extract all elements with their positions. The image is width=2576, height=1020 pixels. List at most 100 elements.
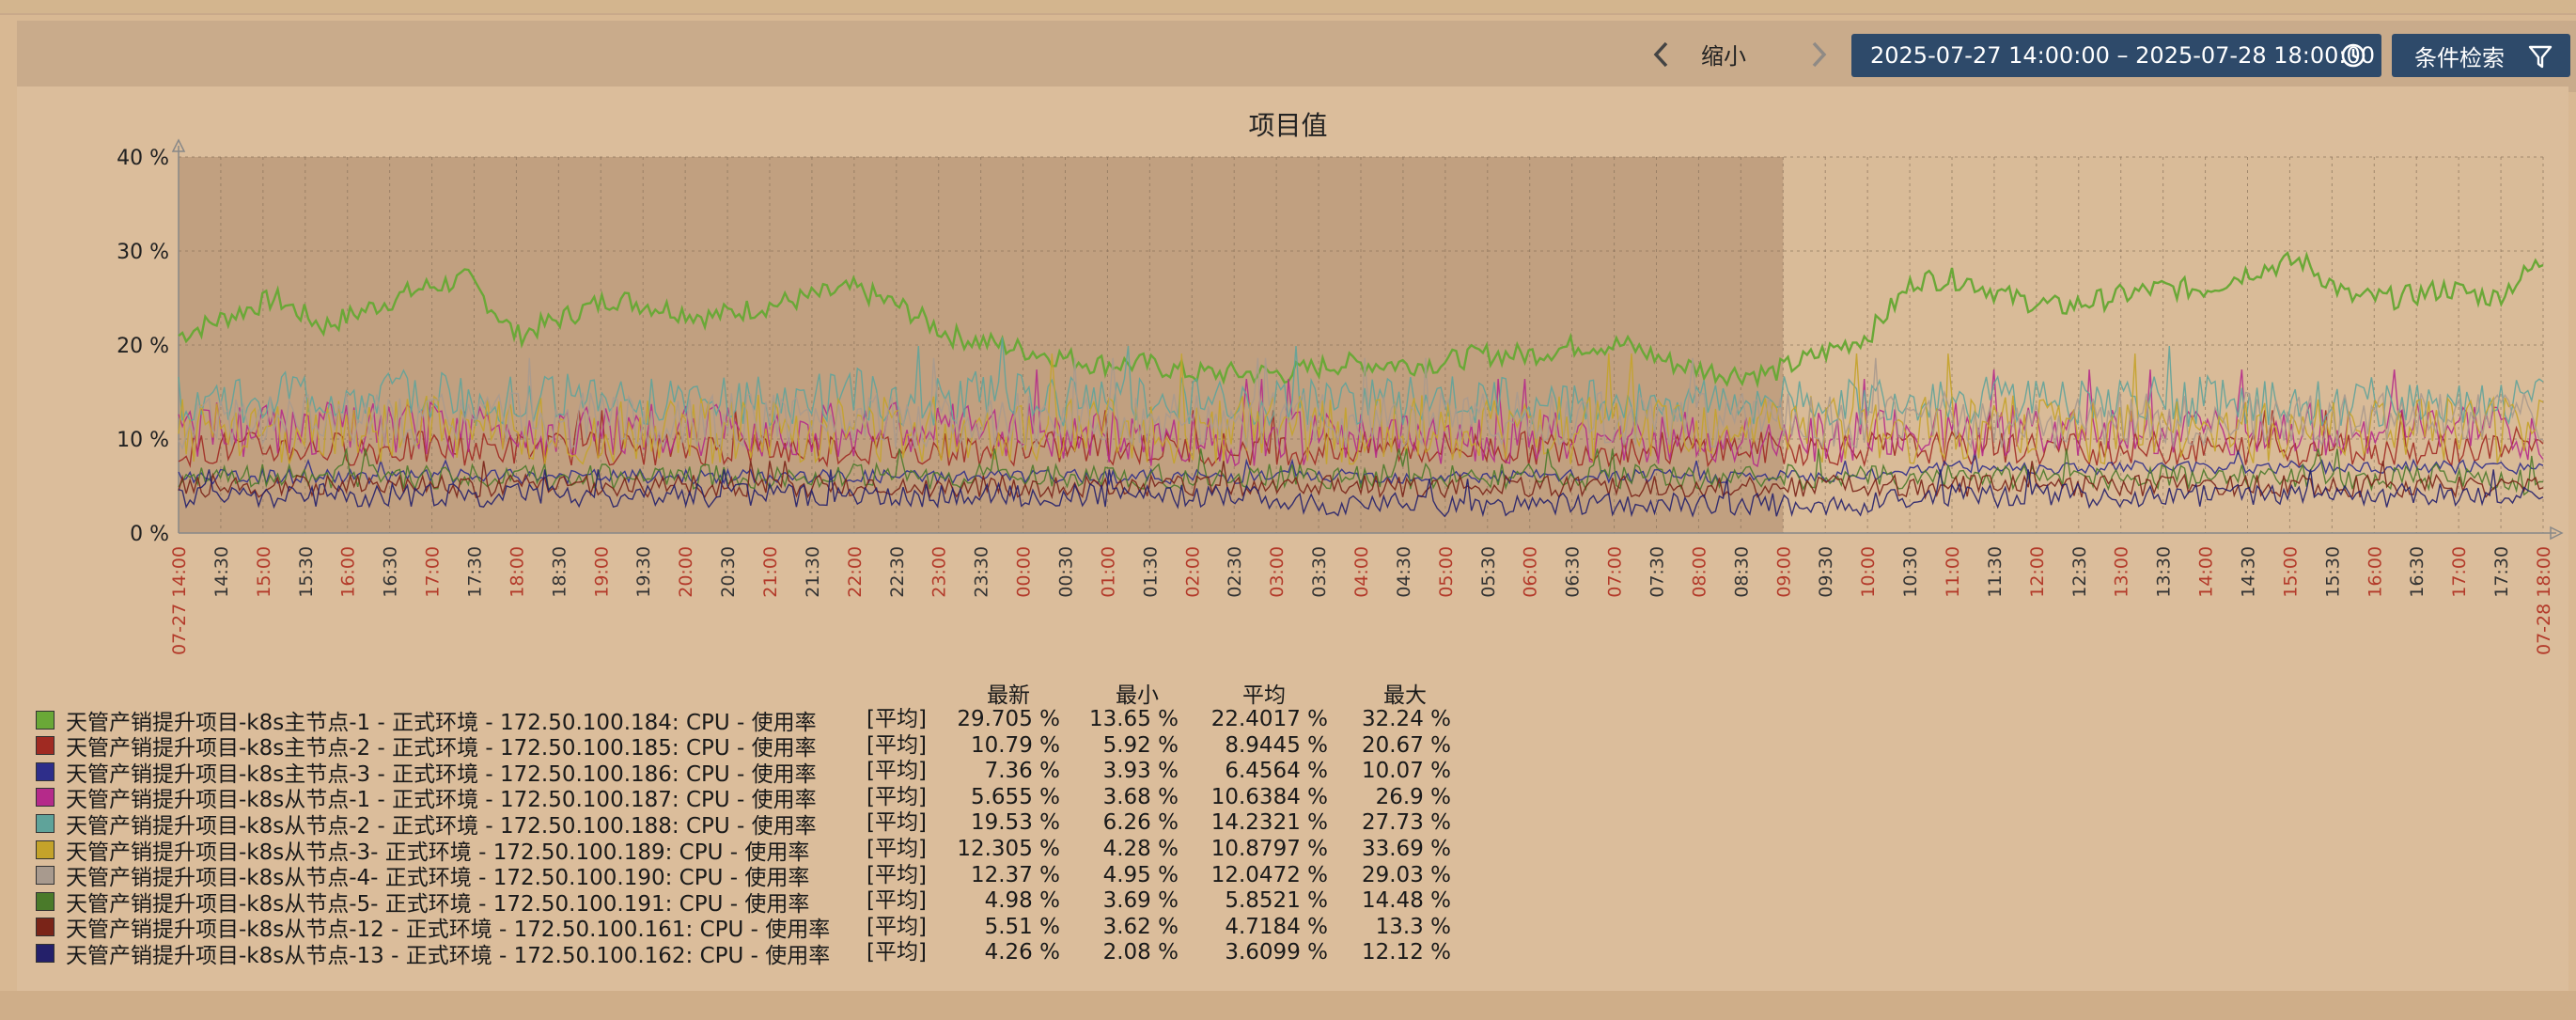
x-tick-label: 15:00 [254, 546, 274, 598]
x-tick-label: 22:30 [887, 546, 908, 598]
legend-item[interactable]: 天管产销提升项目-k8s从节点-13 - 正式环境 - 172.50.100.1… [36, 940, 830, 968]
x-tick-label: 19:00 [591, 546, 612, 598]
x-tick-label: 16:30 [2407, 546, 2428, 598]
legend-swatch [36, 840, 55, 859]
x-tick-label: 21:30 [803, 546, 823, 598]
x-axis-arrow [2550, 526, 2564, 541]
series-line [178, 369, 2544, 468]
legend-value-avg: 10.6384 % [1210, 784, 1328, 809]
x-tick-label: 03:00 [1267, 546, 1288, 598]
legend-aggregate: [平均] [866, 837, 927, 861]
x-tick-label: 19:30 [633, 546, 654, 598]
x-tick-label: 02:00 [1182, 546, 1203, 598]
chevron-right-icon [1812, 41, 1827, 68]
x-tick-label: 04:30 [1394, 546, 1414, 598]
legend-aggregate: [平均] [866, 862, 927, 887]
x-tick-label: 12:30 [2069, 546, 2090, 598]
x-tick-label: 14:30 [211, 546, 232, 598]
x-tick-label: 07-27 14:00 [169, 546, 190, 655]
legend-item[interactable]: 天管产销提升项目-k8s从节点-12 - 正式环境 - 172.50.100.1… [36, 915, 830, 942]
x-tick-label: 17:00 [2449, 546, 2470, 598]
legend-header: 最大 [1383, 683, 1427, 708]
x-tick-label: 15:30 [296, 546, 317, 598]
legend-swatch [36, 918, 55, 937]
x-tick-label: 22:00 [845, 546, 866, 598]
legend-value-max: 12.12 % [1361, 940, 1451, 965]
legend-series-name: 天管产销提升项目-k8s主节点-2 - 正式环境 - 172.50.100.18… [66, 736, 817, 761]
legend-value-latest: 19.53 % [970, 810, 1060, 836]
legend-aggregate: [平均] [866, 810, 927, 836]
x-tick-label: 05:00 [1436, 546, 1457, 598]
x-tick-label: 16:30 [381, 546, 401, 598]
legend-series-name: 天管产销提升项目-k8s从节点-2 - 正式环境 - 172.50.100.18… [66, 813, 817, 839]
legend-value-latest: 5.51 % [984, 914, 1060, 939]
legend-swatch [36, 891, 55, 911]
legend-aggregate: [平均] [866, 914, 927, 939]
x-tick-label: 21:00 [760, 546, 781, 598]
x-tick-label: 20:00 [676, 546, 696, 598]
x-tick-label: 02:30 [1225, 546, 1245, 598]
legend-value-avg: 4.7184 % [1225, 914, 1328, 939]
legend-item[interactable]: 天管产销提升项目-k8s主节点-3 - 正式环境 - 172.50.100.18… [36, 759, 817, 787]
x-tick-label: 09:00 [1773, 546, 1794, 598]
x-tick-label: 20:30 [718, 546, 739, 598]
x-tick-label: 17:30 [465, 546, 486, 598]
legend-item[interactable]: 天管产销提升项目-k8s从节点-2 - 正式环境 - 172.50.100.18… [36, 810, 817, 839]
legend-item[interactable]: 天管产销提升项目-k8s从节点-4- 正式环境 - 172.50.100.190… [36, 863, 809, 890]
legend-value-latest: 12.37 % [970, 862, 1060, 887]
legend-swatch [36, 788, 55, 808]
filter-label: 条件检索 [2414, 44, 2505, 71]
time-range-label: 2025-07-27 14:00:00 – 2025-07-28 18:00:0… [1870, 42, 2376, 69]
x-tick-label: 10:00 [1858, 546, 1879, 598]
x-tick-label: 12:00 [2027, 546, 2048, 598]
filter-button[interactable]: 条件检索 [2392, 34, 2570, 77]
previous-period-button[interactable] [1643, 36, 1680, 73]
legend-value-max: 20.67 % [1361, 732, 1451, 758]
legend-value-avg: 22.4017 % [1210, 707, 1328, 731]
legend-series-name: 天管产销提升项目-k8s从节点-1 - 正式环境 - 172.50.100.18… [66, 788, 817, 813]
legend-item[interactable]: 天管产销提升项目-k8s主节点-2 - 正式环境 - 172.50.100.18… [36, 733, 817, 761]
legend-value-avg: 5.8521 % [1225, 888, 1328, 914]
x-tick-label: 07:30 [1647, 546, 1668, 598]
legend-series-name: 天管产销提升项目-k8s从节点-3- 正式环境 - 172.50.100.189… [66, 840, 810, 865]
legend-value-max: 14.48 % [1361, 888, 1451, 914]
legend-swatch [36, 813, 55, 833]
legend-value-latest: 12.305 % [957, 837, 1060, 861]
top-strip [0, 0, 2576, 15]
x-tick-label: 18:30 [549, 546, 570, 598]
chevron-left-icon [1653, 41, 1668, 68]
x-tick-label: 08:00 [1689, 546, 1710, 598]
y-tick-label: 0 % [130, 523, 169, 546]
x-tick-label: 23:00 [929, 546, 950, 598]
legend-item[interactable]: 天管产销提升项目-k8s主节点-1 - 正式环境 - 172.50.100.18… [36, 707, 817, 735]
legend-aggregate: [平均] [866, 759, 927, 784]
x-tick-label: 23:30 [972, 546, 992, 598]
x-tick-label: 01:30 [1140, 546, 1161, 598]
series-line [178, 469, 2544, 518]
x-tick-label: 15:30 [2322, 546, 2343, 598]
legend-item[interactable]: 天管产销提升项目-k8s从节点-5- 正式环境 - 172.50.100.191… [36, 888, 809, 917]
x-tick-label: 17:30 [2491, 546, 2512, 598]
chart-title: 项目值 [1248, 110, 1328, 141]
x-tick-label: 03:30 [1309, 546, 1330, 598]
legend-item[interactable]: 天管产销提升项目-k8s从节点-1 - 正式环境 - 172.50.100.18… [36, 785, 817, 812]
y-axis-arrow [171, 138, 186, 152]
x-tick-label: 06:00 [1521, 546, 1541, 598]
legend-value-max: 33.69 % [1361, 837, 1451, 861]
legend-value-avg: 10.8797 % [1210, 837, 1328, 861]
time-range-picker[interactable]: 2025-07-27 14:00:00 – 2025-07-28 18:00:0… [1851, 34, 2381, 77]
x-tick-label: 07-28 18:00 [2534, 546, 2554, 655]
legend-value-max: 26.9 % [1375, 784, 1451, 809]
x-tick-label: 18:00 [507, 546, 527, 598]
series-line [178, 461, 2544, 500]
legend-aggregate: [平均] [866, 707, 927, 731]
legend-value-avg: 6.4564 % [1225, 759, 1328, 784]
legend-value-avg: 8.9445 % [1225, 732, 1328, 758]
legend-aggregate: [平均] [866, 940, 927, 965]
next-period-button[interactable] [1800, 36, 1837, 73]
legend-item[interactable]: 天管产销提升项目-k8s从节点-3- 正式环境 - 172.50.100.189… [36, 837, 809, 865]
zoom-out-button[interactable]: 缩小 [1701, 43, 1746, 70]
x-tick-label: 05:30 [1478, 546, 1499, 598]
series-line [178, 357, 2544, 450]
